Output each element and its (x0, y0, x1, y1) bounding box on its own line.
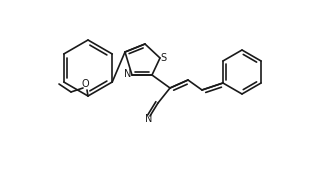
Text: S: S (160, 53, 166, 63)
Text: O: O (81, 79, 89, 89)
Text: N: N (124, 69, 132, 79)
Text: N: N (145, 114, 153, 124)
